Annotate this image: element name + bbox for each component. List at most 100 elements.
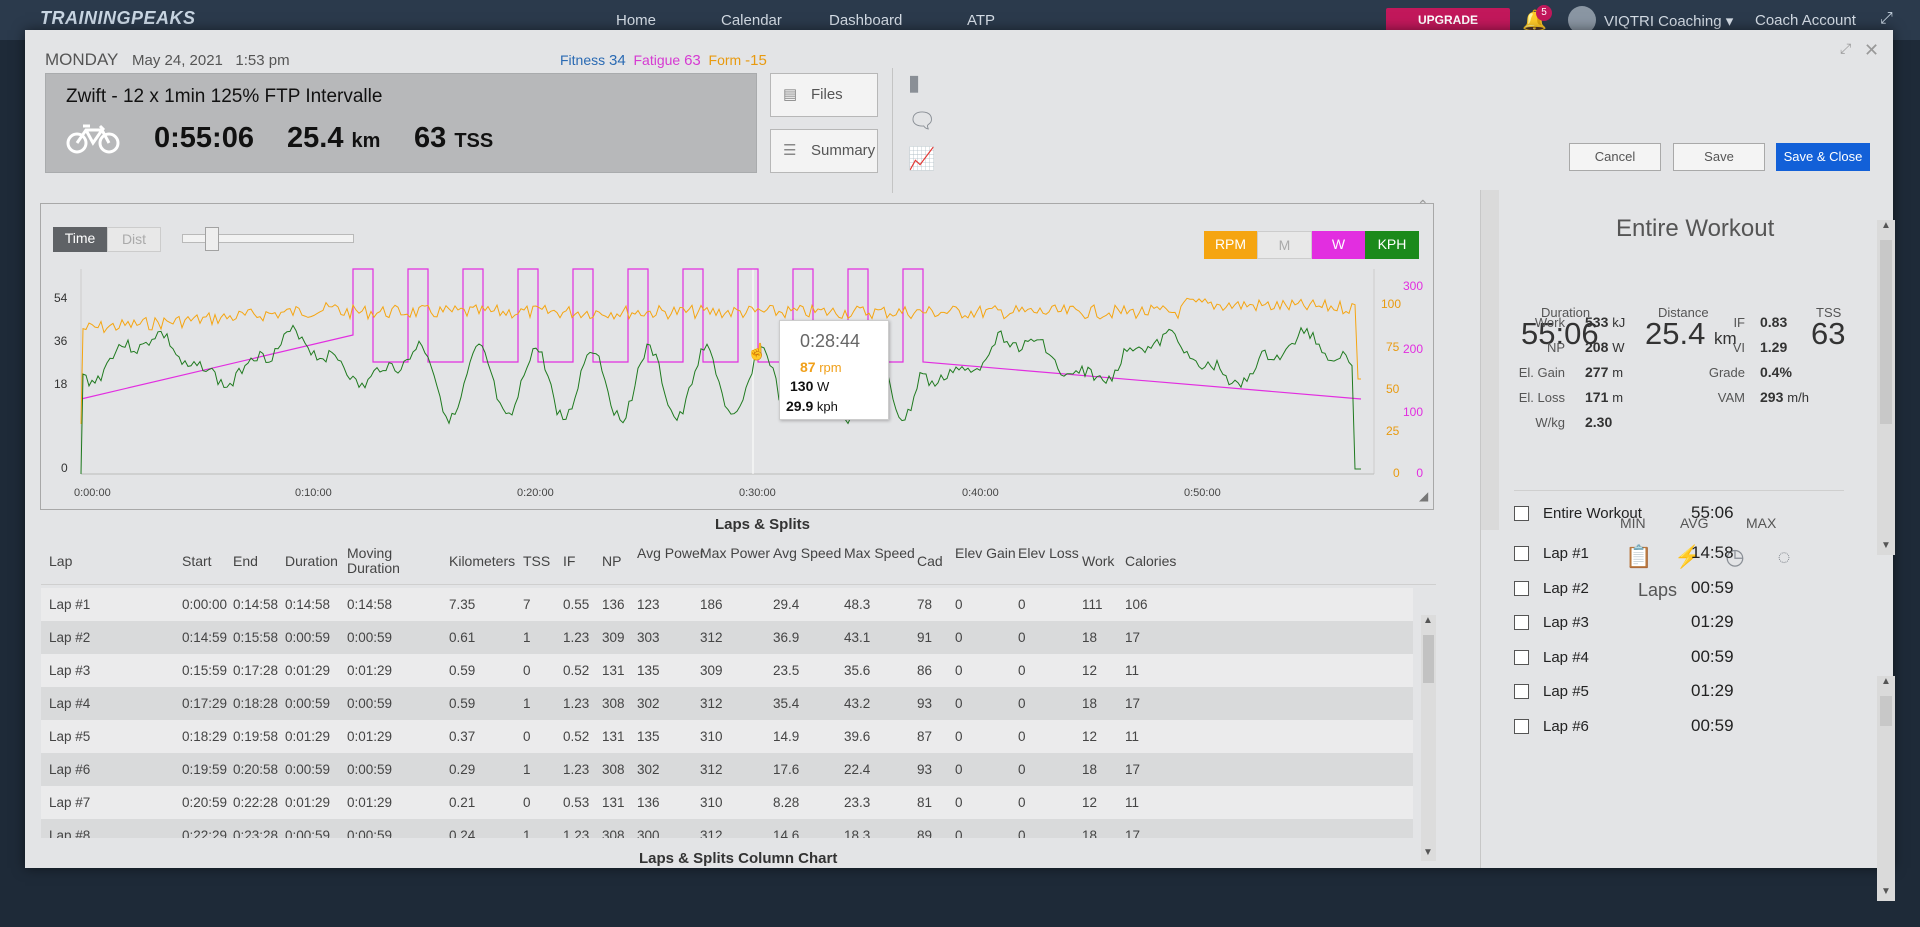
table-cell: 23.3 <box>844 795 871 810</box>
summary-stats-scroll-thumb[interactable] <box>1880 240 1892 424</box>
summary-button[interactable]: ☰ Summary <box>770 129 878 173</box>
lap-item[interactable]: Lap #1 14:58 <box>1514 540 1854 572</box>
table-cell: 0:17:29 <box>182 696 228 711</box>
tab-min[interactable]: MIN <box>1620 515 1646 531</box>
column-header[interactable]: Avg Speed <box>773 545 842 561</box>
table-row[interactable]: Lap #2 0:14:59 0:15:58 0:00:59 0:00:59 0.61 1 1… <box>41 621 1413 654</box>
table-row[interactable]: Lap #1 0:00:00 0:14:58 0:14:58 0:14:58 7.35 7 0… <box>41 588 1413 621</box>
laps-scrollbar[interactable]: ▲ ▼ <box>1421 615 1436 861</box>
tab-avg[interactable]: AVG <box>1680 515 1709 531</box>
column-header[interactable]: Cad <box>917 553 943 569</box>
zoom-slider-handle[interactable] <box>205 227 219 251</box>
comment-icon[interactable]: 🗨 <box>908 108 936 133</box>
tab-max[interactable]: MAX <box>1746 515 1777 531</box>
nav-atp[interactable]: ATP <box>967 12 996 29</box>
summary-stats-scrollbar[interactable]: ▲ ▼ <box>1877 220 1895 555</box>
analysis-chart-icon[interactable]: 📈 <box>908 146 936 171</box>
scroll-down-icon[interactable]: ▼ <box>1423 847 1433 858</box>
column-header[interactable]: Duration <box>285 553 338 569</box>
scroll-up-icon[interactable]: ▲ <box>1423 615 1433 626</box>
lap-item-entire-workout[interactable]: Entire Workout 55:06 <box>1514 500 1854 532</box>
y-power-tick: 0 <box>1416 466 1423 480</box>
checkbox[interactable] <box>1514 719 1529 734</box>
lap-item[interactable]: Lap #3 01:29 <box>1514 609 1854 641</box>
y-rpm-tick: 0 <box>1393 466 1400 480</box>
workout-chart[interactable]: 54 36 18 0 100 75 50 25 0 300 200 100 0 … <box>41 204 1435 511</box>
collapse-chart-icon[interactable]: ⌃ <box>1417 197 1429 213</box>
column-header[interactable]: TSS <box>523 553 551 569</box>
column-header[interactable]: Lap <box>49 553 73 569</box>
distance-toggle[interactable]: Dist <box>107 227 161 252</box>
scroll-up-icon[interactable]: ▲ <box>1881 676 1891 687</box>
laps-list-scrollbar[interactable]: ▲ ▼ <box>1877 676 1895 901</box>
lap-item[interactable]: Lap #6 00:59 <box>1514 713 1854 745</box>
checkbox[interactable] <box>1514 615 1529 630</box>
column-header[interactable]: Moving Duration <box>347 545 400 576</box>
coach-account-link[interactable]: Coach Account <box>1755 12 1856 29</box>
nav-calendar[interactable]: Calendar <box>721 12 782 29</box>
column-header[interactable]: Calories <box>1125 553 1177 569</box>
legend-w[interactable]: W <box>1312 231 1365 259</box>
legend-rpm[interactable]: RPM <box>1204 231 1257 259</box>
summary-scrollbar[interactable] <box>1481 190 1499 530</box>
table-row[interactable]: Lap #4 0:17:29 0:18:28 0:00:59 0:00:59 0.59 1 1… <box>41 687 1413 720</box>
checkbox[interactable] <box>1514 546 1529 561</box>
legend-kph[interactable]: KPH <box>1365 231 1419 259</box>
column-header[interactable]: Max Power <box>700 545 771 561</box>
lap-item[interactable]: Lap #5 01:29 <box>1514 678 1854 710</box>
scroll-down-icon[interactable]: ▼ <box>1881 886 1891 897</box>
column-header[interactable]: End <box>233 553 258 569</box>
nav-home[interactable]: Home <box>616 12 657 29</box>
logo[interactable]: TRAININGPEAKS <box>40 8 196 28</box>
files-button[interactable]: ▤ Files <box>770 73 878 117</box>
column-header[interactable]: Work <box>1082 553 1115 569</box>
workout-title[interactable]: Zwift - 12 x 1min 125% FTP Intervalle <box>66 86 383 107</box>
bar-chart-icon[interactable]: ▮ <box>908 70 921 95</box>
upgrade-button[interactable]: UPGRADE <box>1386 8 1510 32</box>
save-close-button[interactable]: Save & Close <box>1776 143 1870 171</box>
zoom-slider[interactable] <box>182 234 354 243</box>
clipboard-icon[interactable]: 📋 <box>1625 544 1653 569</box>
circle-icon[interactable]: ◌ <box>1777 544 1791 569</box>
cancel-button[interactable]: Cancel <box>1569 143 1661 171</box>
table-row[interactable]: Lap #3 0:15:59 0:17:28 0:01:29 0:01:29 0.59 0 0… <box>41 654 1413 687</box>
maximize-icon[interactable]: ⤢ <box>1840 40 1852 56</box>
table-cell: 0:19:59 <box>182 762 228 777</box>
user-menu[interactable]: VIQTRI Coaching ▾ <box>1604 13 1734 30</box>
table-row[interactable]: Lap #7 0:20:59 0:22:28 0:01:29 0:01:29 0.21 0 0… <box>41 786 1413 819</box>
checkbox[interactable] <box>1514 506 1529 521</box>
checkbox[interactable] <box>1514 581 1529 596</box>
table-cell: 310 <box>700 729 723 744</box>
table-row[interactable]: Lap #6 0:19:59 0:20:58 0:00:59 0:00:59 0.29 1 1… <box>41 753 1413 786</box>
clock-icon[interactable]: ◷ <box>1725 544 1745 569</box>
scroll-down-icon[interactable]: ▼ <box>1881 540 1891 551</box>
column-header[interactable]: Kilometers <box>449 553 516 569</box>
lap-item[interactable]: Lap #2 00:59 <box>1514 575 1854 607</box>
table-cell: 0:18:28 <box>233 696 279 711</box>
time-toggle[interactable]: Time <box>53 227 107 252</box>
column-header[interactable]: NP <box>602 553 622 569</box>
checkbox[interactable] <box>1514 650 1529 665</box>
table-row[interactable]: Lap #8 0:22:29 0:23:28 0:00:59 0:00:59 0.24 1 1… <box>41 819 1413 838</box>
lap-item[interactable]: Lap #4 00:59 <box>1514 644 1854 676</box>
resize-handle-icon[interactable]: ◢ <box>1419 489 1429 503</box>
column-header[interactable]: Avg Power <box>637 545 705 561</box>
nav-dashboard[interactable]: Dashboard <box>829 12 903 29</box>
avatar[interactable] <box>1568 6 1596 34</box>
close-icon[interactable]: ✕ <box>1864 40 1880 60</box>
lightning-icon[interactable]: ⚡ <box>1674 544 1702 569</box>
laps-scroll-thumb[interactable] <box>1423 635 1434 683</box>
checkbox[interactable] <box>1514 684 1529 699</box>
column-header[interactable]: Elev Gain <box>955 545 1016 561</box>
expand-icon[interactable]: ⤢ <box>1880 10 1893 27</box>
column-header[interactable]: Elev Loss <box>1018 545 1079 561</box>
laps-list-scroll-thumb[interactable] <box>1880 696 1892 726</box>
legend-m[interactable]: M <box>1257 231 1312 259</box>
column-header[interactable]: Max Speed <box>844 545 915 561</box>
table-row[interactable]: Lap #5 0:18:29 0:19:58 0:01:29 0:01:29 0.37 0 0… <box>41 720 1413 753</box>
column-header[interactable]: Start <box>182 553 212 569</box>
column-header[interactable]: IF <box>563 553 576 569</box>
scroll-up-icon[interactable]: ▲ <box>1881 220 1891 231</box>
save-button[interactable]: Save <box>1673 143 1765 171</box>
laps-table-body[interactable]: Lap #1 0:00:00 0:14:58 0:14:58 0:14:58 7.35 7 0… <box>41 588 1413 838</box>
